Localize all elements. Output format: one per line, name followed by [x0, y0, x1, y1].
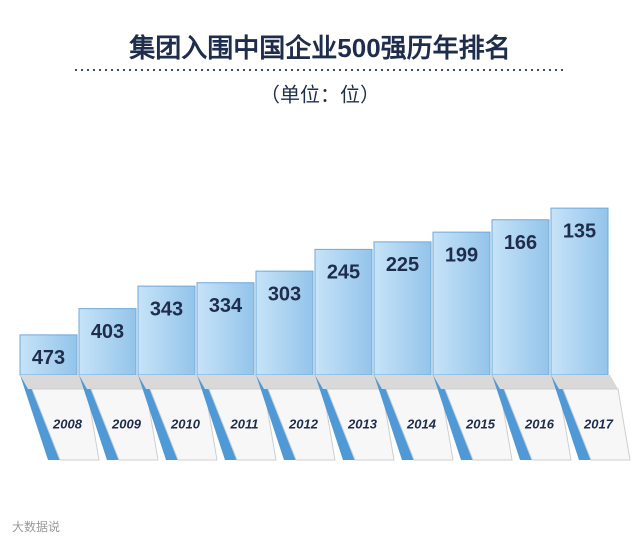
bar [78, 308, 137, 376]
x-tick-label: 2015 [465, 416, 496, 431]
x-tick-label: 2009 [111, 416, 142, 431]
year-block-side [492, 375, 532, 460]
value-label: 303 [268, 283, 301, 305]
year-block-front [31, 388, 100, 461]
year-block-top [551, 375, 618, 389]
bar [432, 231, 491, 376]
x-tick-label: 2012 [288, 416, 319, 431]
year-block-front [385, 388, 454, 461]
value-label: 245 [327, 262, 360, 284]
x-tick-label: 2014 [406, 416, 437, 431]
year-block-side [433, 375, 473, 460]
value-label: 403 [91, 321, 124, 343]
year-block-side [315, 375, 355, 460]
watermark: 大数据说 [12, 519, 60, 534]
year-block-top [197, 375, 264, 389]
bar [491, 219, 550, 376]
x-tick-label: 2011 [230, 416, 259, 431]
bar [550, 207, 609, 376]
value-label: 166 [504, 232, 537, 254]
year-block-front [90, 388, 159, 461]
year-block-top [20, 375, 87, 389]
year-block-top [492, 375, 559, 389]
year-block-top [256, 375, 323, 389]
chart-subtitle: （单位：位） [260, 83, 380, 106]
year-block-top [315, 375, 382, 389]
year-block-side [256, 375, 296, 460]
value-label: 225 [386, 254, 419, 276]
year-block-side [20, 375, 60, 460]
value-label: 343 [150, 298, 183, 320]
year-block-front [444, 388, 513, 461]
value-label: 135 [563, 220, 596, 242]
year-block-top [374, 375, 441, 389]
year-block-side [138, 375, 178, 460]
value-label: 199 [445, 244, 478, 266]
chart-title: 集团入围中国企业500强历年排名 [128, 33, 510, 63]
value-label: 473 [32, 347, 65, 369]
year-block-side [551, 375, 591, 460]
x-tick-label: 2017 [583, 416, 614, 431]
x-tick-label: 2016 [524, 416, 555, 431]
year-block-front [562, 388, 631, 461]
x-tick-label: 2008 [52, 416, 83, 431]
year-block-side [197, 375, 237, 460]
year-block-top [79, 375, 146, 389]
bar [137, 285, 196, 376]
x-tick-label: 2010 [170, 416, 201, 431]
bar [255, 270, 314, 376]
year-block-top [138, 375, 205, 389]
bar [196, 282, 255, 376]
bar [314, 248, 373, 376]
year-block-top [433, 375, 500, 389]
value-label: 334 [209, 295, 243, 317]
year-block-front [208, 388, 277, 461]
year-block-side [79, 375, 119, 460]
year-block-side [374, 375, 414, 460]
x-tick-label: 2013 [347, 416, 378, 431]
year-block-front [149, 388, 218, 461]
year-block-front [503, 388, 572, 461]
year-block-front [326, 388, 395, 461]
year-block-front [267, 388, 336, 461]
